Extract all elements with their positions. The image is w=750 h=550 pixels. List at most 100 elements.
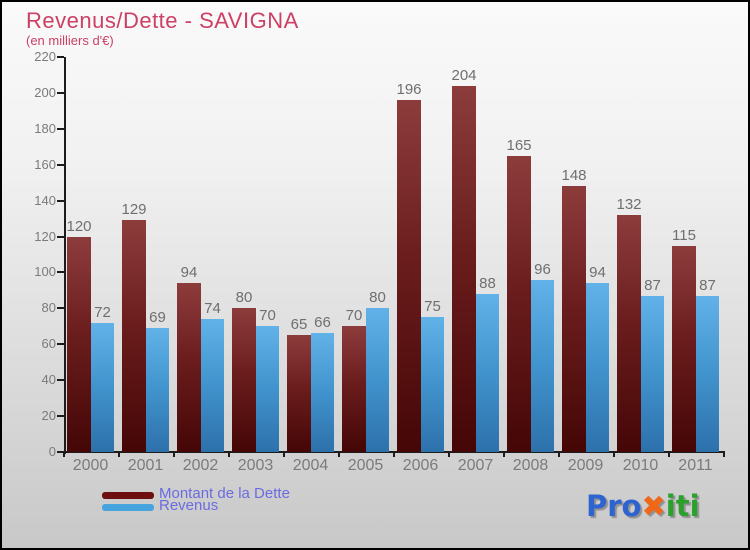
y-tick <box>57 127 64 130</box>
y-tick <box>57 91 64 94</box>
revenus-value-label: 69 <box>149 309 166 326</box>
x-tick <box>558 452 560 457</box>
revenus-bar <box>366 308 389 452</box>
y-tick-label: 120 <box>34 228 56 244</box>
dette-bar <box>342 326 366 452</box>
dette-bar <box>617 215 641 452</box>
y-tick <box>57 199 64 202</box>
x-category-label: 2007 <box>457 457 494 474</box>
x-tick <box>668 452 670 457</box>
x-category-label: 2008 <box>512 457 549 474</box>
revenus-value-label: 80 <box>369 289 386 306</box>
x-tick <box>338 452 340 457</box>
revenus-value-label: 74 <box>204 300 221 317</box>
revenus-value-label: 87 <box>699 277 716 294</box>
revenus-bar <box>696 296 719 452</box>
logo-segment-pro: Pro <box>586 489 642 523</box>
revenus-bar <box>421 317 444 452</box>
dette-value-label: 148 <box>561 167 587 184</box>
dette-bar <box>452 86 476 452</box>
y-tick <box>57 415 64 418</box>
logo-segment-iti: iti <box>665 489 700 523</box>
legend-swatch-revenus <box>102 504 154 511</box>
x-category-label: 2010 <box>622 457 659 474</box>
revenus-bar <box>201 319 224 452</box>
dette-bar <box>177 283 201 452</box>
logo-x-icon: ✖ <box>641 489 666 523</box>
y-tick-label: 20 <box>41 408 56 424</box>
legend-label-revenus: Revenus <box>159 497 219 514</box>
revenus-bar <box>641 296 664 452</box>
x-tick <box>173 452 175 457</box>
dette-value-label: 204 <box>451 67 477 84</box>
y-tick-label: 180 <box>34 120 56 136</box>
dette-value-label: 165 <box>506 137 532 154</box>
legend-label-dette: Montant de la Dette <box>159 485 290 502</box>
y-tick <box>57 163 64 166</box>
dette-value-label: 132 <box>616 196 642 213</box>
y-tick-label: 220 <box>34 49 56 64</box>
x-tick <box>393 452 395 457</box>
y-tick <box>57 451 64 453</box>
revenus-bar <box>311 333 334 452</box>
revenus-value-label: 70 <box>259 307 276 324</box>
x-category-label: 2002 <box>182 457 219 474</box>
y-tick <box>57 379 64 382</box>
y-tick <box>57 235 64 238</box>
y-tick-label: 100 <box>34 264 56 280</box>
x-category-label: 2000 <box>72 457 109 474</box>
y-tick-label: 60 <box>41 336 56 352</box>
revenus-value-label: 66 <box>314 314 331 331</box>
y-tick-label: 80 <box>41 300 56 316</box>
dette-value-label: 70 <box>345 307 363 324</box>
revenus-bar <box>146 328 169 452</box>
y-tick-label: 140 <box>34 192 56 208</box>
x-tick <box>118 452 120 457</box>
y-tick <box>57 271 64 274</box>
x-category-label: 2005 <box>347 457 384 474</box>
chart-title: Revenus/Dette - SAVIGNA <box>26 8 299 33</box>
revenus-value-label: 87 <box>644 277 661 294</box>
chart-subtitle: (en milliers d'€) <box>26 33 114 48</box>
x-tick <box>283 452 285 457</box>
x-tick <box>448 452 450 457</box>
x-tick <box>63 452 65 457</box>
dette-value-label: 65 <box>290 316 308 333</box>
dette-bar <box>122 220 146 452</box>
revenus-value-label: 94 <box>589 264 606 281</box>
y-tick-label: 200 <box>34 84 56 100</box>
y-tick-label: 0 <box>48 444 56 459</box>
x-category-label: 2011 <box>678 457 713 474</box>
revenus-bar <box>531 280 554 452</box>
dette-bar <box>507 156 531 452</box>
x-category-label: 2006 <box>402 457 439 474</box>
y-tick <box>57 307 64 310</box>
dette-value-label: 120 <box>66 218 92 235</box>
revenus-value-label: 88 <box>479 275 496 292</box>
revenus-bar <box>586 283 609 452</box>
y-tick-label: 40 <box>41 372 56 388</box>
revenus-value-label: 75 <box>424 298 441 315</box>
dette-bar <box>67 237 91 452</box>
x-category-label: 2003 <box>237 457 274 474</box>
dette-bar <box>672 246 696 452</box>
dette-bar <box>562 186 586 452</box>
x-category-label: 2004 <box>292 457 329 474</box>
y-tick <box>57 343 64 346</box>
revenus-bar <box>91 323 114 452</box>
dette-value-label: 115 <box>672 227 696 244</box>
dette-value-label: 129 <box>121 201 147 218</box>
dette-value-label: 94 <box>180 264 198 281</box>
dette-value-label: 196 <box>396 81 422 98</box>
legend-swatch-dette <box>102 492 154 499</box>
x-tick <box>613 452 615 457</box>
revenus-bar <box>476 294 499 452</box>
x-category-label: 2001 <box>127 457 164 474</box>
x-tick <box>228 452 230 457</box>
y-axis <box>64 57 66 454</box>
dette-bar <box>232 308 256 452</box>
y-tick-label: 160 <box>34 156 56 172</box>
proxiti-logo: Pro✖iti <box>586 489 700 523</box>
x-tick <box>503 452 505 457</box>
